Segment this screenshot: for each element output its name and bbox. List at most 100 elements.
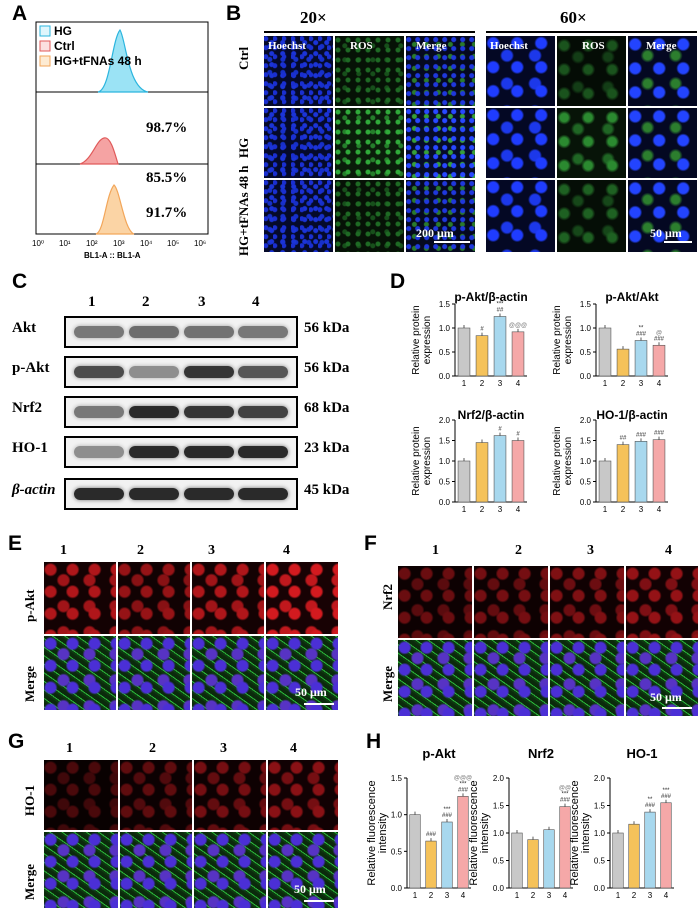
chart-ylabel: Relative protein bbox=[552, 305, 563, 374]
chart-significance: ### bbox=[654, 336, 665, 342]
chart-significance: ### bbox=[426, 832, 437, 838]
chart-bar bbox=[634, 340, 648, 377]
micro-ros-hg-60x bbox=[557, 108, 626, 178]
chart-ytick-label: 1.0 bbox=[580, 324, 592, 333]
wb-band bbox=[129, 446, 179, 458]
e-merge-2 bbox=[118, 636, 190, 710]
chart-significance: ** bbox=[648, 797, 653, 803]
xtick: 10³ bbox=[113, 239, 125, 248]
legend-swatch-ctrl bbox=[39, 40, 51, 52]
legend-label-hgtfnas: HG+tFNAs 48 h bbox=[54, 54, 142, 68]
chart-ytick-label: 2.0 bbox=[594, 774, 606, 783]
percent-hg: 98.7% bbox=[146, 120, 187, 136]
chart-bar bbox=[644, 811, 656, 889]
chart-xtick-label: 3 bbox=[498, 505, 503, 514]
chart-significance: # bbox=[498, 427, 502, 433]
col-label-merge-20x: Merge bbox=[416, 40, 447, 52]
wb-band bbox=[238, 488, 288, 500]
micro-merge-ctrl-60x bbox=[628, 36, 697, 106]
g-ho1-2 bbox=[120, 760, 192, 830]
chart-ytick-label: 0.0 bbox=[580, 372, 592, 381]
col-label-hoechst-60x: Hoechst bbox=[490, 40, 528, 52]
legend-label-ctrl: Ctrl bbox=[54, 39, 75, 53]
chart-significance: @ bbox=[656, 330, 662, 336]
chart-ylabel: intensity bbox=[580, 812, 592, 853]
percent-ctrl: 85.5% bbox=[146, 170, 187, 186]
chart-ytick-label: 0.0 bbox=[391, 884, 403, 893]
chart-title: p-Akt/β-actin bbox=[454, 290, 527, 304]
xtick: 10² bbox=[86, 239, 98, 248]
hg-histogram bbox=[97, 28, 149, 93]
panel-label-d: D bbox=[390, 270, 406, 293]
wb-band bbox=[74, 326, 124, 338]
e-scale-label: 50 μm bbox=[295, 685, 327, 699]
chart-ylabel: Relative protein bbox=[411, 305, 422, 374]
wb-band bbox=[129, 406, 179, 418]
legend-swatch-hg bbox=[39, 25, 51, 37]
e-lane-label: 2 bbox=[137, 543, 144, 558]
chart-bar bbox=[511, 832, 523, 889]
chart-bar bbox=[493, 435, 507, 503]
g-ho1-1 bbox=[44, 760, 118, 830]
chart-significance: ** bbox=[639, 325, 644, 331]
wb-blot-strip bbox=[64, 478, 298, 510]
chart-bar bbox=[543, 829, 555, 889]
micro-hoechst-ctrl-60x bbox=[486, 36, 555, 106]
chart-xtick-label: 2 bbox=[621, 505, 626, 514]
g-lane-label: 3 bbox=[220, 741, 227, 756]
micro-ros-hgtfnas-20x bbox=[335, 180, 404, 252]
chart-bar bbox=[441, 821, 453, 889]
chart-significance: ### bbox=[654, 431, 665, 437]
panel-label-c: C bbox=[12, 270, 28, 293]
g-merge-4 bbox=[268, 832, 338, 908]
f-nrf2-3 bbox=[550, 566, 624, 638]
wb-band bbox=[74, 446, 124, 458]
wb-protein-label: p-Akt bbox=[12, 360, 50, 376]
wb-blot-strip bbox=[64, 316, 298, 348]
scale-bar-20x bbox=[434, 241, 470, 243]
micro-merge-hg-20x bbox=[406, 108, 475, 178]
micro-hoechst-hg-60x bbox=[486, 108, 555, 178]
e-lane-label: 3 bbox=[208, 543, 215, 558]
panel-label-a: A bbox=[12, 2, 28, 25]
chart-title: HO-1/β-actin bbox=[596, 408, 667, 422]
chart-title: Nrf2/β-actin bbox=[458, 408, 525, 422]
f-scale-label: 50 μm bbox=[650, 690, 682, 704]
chart-ytick-label: 0.0 bbox=[439, 372, 451, 381]
chart-xtick-label: 3 bbox=[639, 505, 644, 514]
g-ho1-3 bbox=[194, 760, 266, 830]
e-lane-label: 1 bbox=[60, 543, 67, 558]
chart-title: HO-1 bbox=[626, 746, 657, 761]
chart-ylabel: Relative fluorescence bbox=[468, 780, 480, 885]
chart-significance: ### bbox=[560, 798, 571, 804]
g-merge-2 bbox=[120, 832, 192, 908]
chart-ylabel: expression bbox=[422, 437, 433, 485]
chart-bar bbox=[616, 348, 630, 377]
f-row-label-nrf2: Nrf2 bbox=[380, 584, 395, 610]
wb-protein-label: Akt bbox=[12, 320, 37, 336]
g-lane-label: 4 bbox=[290, 741, 297, 756]
wb-band bbox=[238, 446, 288, 458]
g-merge-3 bbox=[194, 832, 266, 908]
percent-hgtfnas: 91.7% bbox=[146, 205, 187, 221]
chart-significance: *** bbox=[459, 781, 467, 787]
chart-ylabel: expression bbox=[422, 316, 433, 364]
chart-significance: @@@ bbox=[454, 775, 472, 781]
e-pakt-1 bbox=[44, 562, 116, 634]
chart-significance: # bbox=[480, 327, 484, 333]
chart-significance: ### bbox=[645, 803, 656, 809]
hgtfnas-histogram bbox=[95, 184, 135, 235]
chart-xtick-label: 3 bbox=[648, 891, 653, 900]
lane-label: 2 bbox=[142, 294, 150, 310]
chart-significance: ## bbox=[497, 307, 504, 313]
f-nrf2-1 bbox=[398, 566, 472, 638]
e-scale-bar bbox=[304, 703, 334, 705]
chart-xtick-label: 2 bbox=[480, 379, 485, 388]
chart-significance: @@ bbox=[559, 786, 571, 792]
wb-band bbox=[184, 366, 234, 378]
chart-bar bbox=[511, 331, 525, 377]
chart-xtick-label: 4 bbox=[516, 505, 521, 514]
wb-kda-label: 56 kDa bbox=[304, 360, 350, 376]
panel-label-g: G bbox=[8, 730, 25, 753]
